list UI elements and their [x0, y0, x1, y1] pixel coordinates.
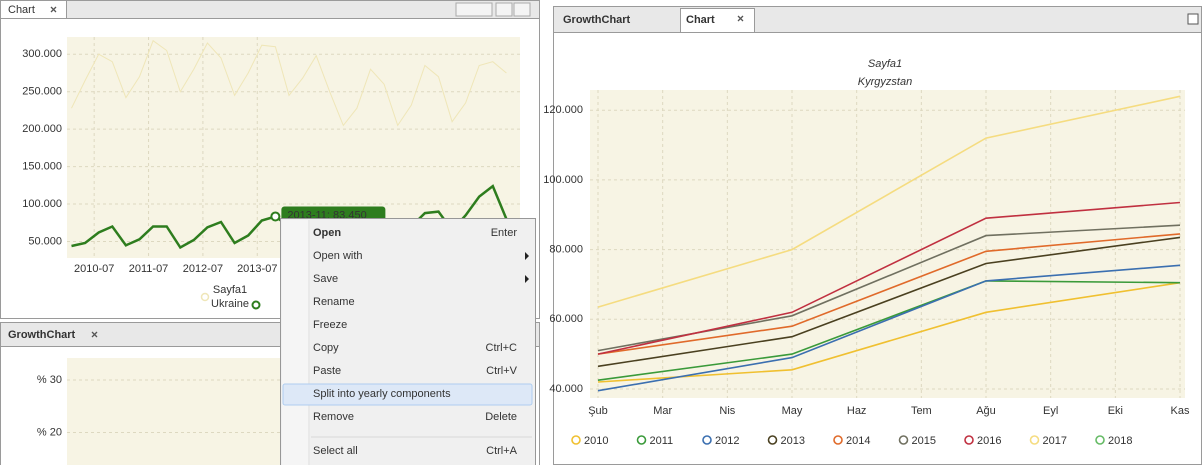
hover-point: [270, 211, 281, 222]
tab-label[interactable]: Chart: [8, 4, 35, 16]
tab-label[interactable]: Chart: [686, 14, 715, 26]
chart-title: Sayfa1: [868, 58, 902, 70]
menu-item[interactable]: Save: [313, 273, 338, 285]
x-tick-label: Haz: [847, 405, 867, 417]
series-line: [597, 201, 1181, 355]
y-tick-label: 100.000: [543, 174, 583, 186]
x-tick-label: Ağu: [976, 405, 996, 417]
y-tick-label: 80.000: [549, 243, 583, 255]
series-line: [71, 39, 507, 127]
legend-marker: [200, 292, 210, 302]
series-line: [597, 236, 1181, 368]
tab-label[interactable]: GrowthChart: [563, 14, 631, 26]
menu-shortcut: Ctrl+C: [486, 342, 518, 354]
x-tick-label: Mar: [653, 405, 672, 417]
x-tick-label: 2013-07: [237, 263, 277, 275]
y-tick-label: % 20: [37, 426, 62, 438]
menu-item[interactable]: Remove: [313, 411, 354, 423]
menu-item[interactable]: Copy: [313, 342, 339, 354]
menu-shortcut: Ctrl+V: [486, 365, 518, 377]
y-tick-label: 150.000: [22, 161, 62, 173]
x-tick-label: May: [782, 405, 803, 417]
menu-item[interactable]: Open with: [313, 250, 363, 262]
legend-marker: [251, 300, 261, 310]
menu-highlight: [282, 383, 533, 406]
menu-shortcut: Ctrl+A: [486, 445, 518, 457]
x-tick-label: Tem: [911, 405, 932, 417]
submenu-arrow: [525, 252, 529, 260]
y-tick-label: 50.000: [28, 235, 62, 247]
x-tick-label: 2012-07: [183, 263, 223, 275]
menu-button[interactable]: [495, 2, 513, 17]
legend-label: 2012: [715, 435, 739, 447]
y-tick-label: 40.000: [549, 383, 583, 395]
nav-buttons[interactable]: [455, 2, 493, 17]
maximize-button[interactable]: [513, 2, 531, 17]
legend-label: 2014: [846, 435, 870, 447]
close-icon[interactable]: [50, 6, 57, 13]
legend-label: 2010: [584, 435, 608, 447]
y-tick-label: % 30: [37, 374, 62, 386]
menu-item[interactable]: Split into yearly components: [313, 388, 451, 400]
menu-gutter: [282, 220, 308, 465]
menu-item[interactable]: Freeze: [313, 319, 347, 331]
legend-marker: [571, 435, 581, 445]
legend-marker: [833, 435, 843, 445]
legend-label: 2018: [1108, 435, 1132, 447]
series-line: [597, 95, 1181, 308]
submenu-arrow: [525, 275, 529, 283]
legend-label: 2015: [912, 435, 936, 447]
tab[interactable]: [0, 0, 67, 19]
legend-marker: [1095, 435, 1105, 445]
legend-marker: [964, 435, 974, 445]
plot-area: [590, 90, 1185, 398]
y-tick-label: 250.000: [22, 86, 62, 98]
menu-item[interactable]: Select all: [313, 445, 358, 457]
legend-marker: [767, 435, 778, 445]
menu-item[interactable]: Paste: [313, 365, 341, 377]
x-tick-label: 2010-07: [74, 263, 114, 275]
context-menu: [280, 218, 536, 465]
x-tick-label: Nis: [719, 405, 735, 417]
y-tick-label: 100.000: [22, 198, 62, 210]
legend-label: 2017: [1043, 435, 1067, 447]
close-icon[interactable]: [91, 331, 98, 338]
x-tick-label: Eyl: [1043, 405, 1058, 417]
close-icon[interactable]: [737, 15, 744, 22]
tab-bar: [553, 6, 1202, 33]
series-line: [597, 233, 1181, 355]
chart-subtitle: Kyrgyzstan: [858, 76, 912, 88]
menu-item[interactable]: Open: [313, 227, 341, 239]
legend-label: Sayfa1: [213, 284, 247, 296]
series-line: [597, 280, 1181, 381]
legend-label: 2016: [977, 435, 1001, 447]
series-line: [597, 281, 1181, 383]
x-tick-label: Kas: [1171, 405, 1190, 417]
x-tick-label: Şub: [588, 405, 608, 417]
legend-label: 2013: [781, 435, 805, 447]
series-line: [597, 264, 1181, 392]
legend-marker: [702, 435, 712, 445]
menu-shortcut: Delete: [485, 411, 517, 423]
y-tick-label: 200.000: [22, 123, 62, 135]
legend-marker: [1029, 435, 1040, 445]
legend-marker: [898, 435, 909, 445]
menu-item[interactable]: Rename: [313, 296, 355, 308]
legend-label: Ukraine: [211, 298, 249, 310]
menu-shortcut: Enter: [491, 227, 518, 239]
y-tick-label: 60.000: [549, 313, 583, 325]
y-tick-label: 300.000: [22, 48, 62, 60]
legend-label: 2011: [650, 435, 674, 447]
tab-label[interactable]: GrowthChart: [8, 329, 76, 341]
legend-marker: [636, 435, 647, 445]
x-tick-label: Eki: [1108, 405, 1123, 417]
y-tick-label: 120.000: [543, 104, 583, 116]
minimize-button[interactable]: [1187, 13, 1199, 25]
x-tick-label: 2011-07: [129, 263, 169, 275]
